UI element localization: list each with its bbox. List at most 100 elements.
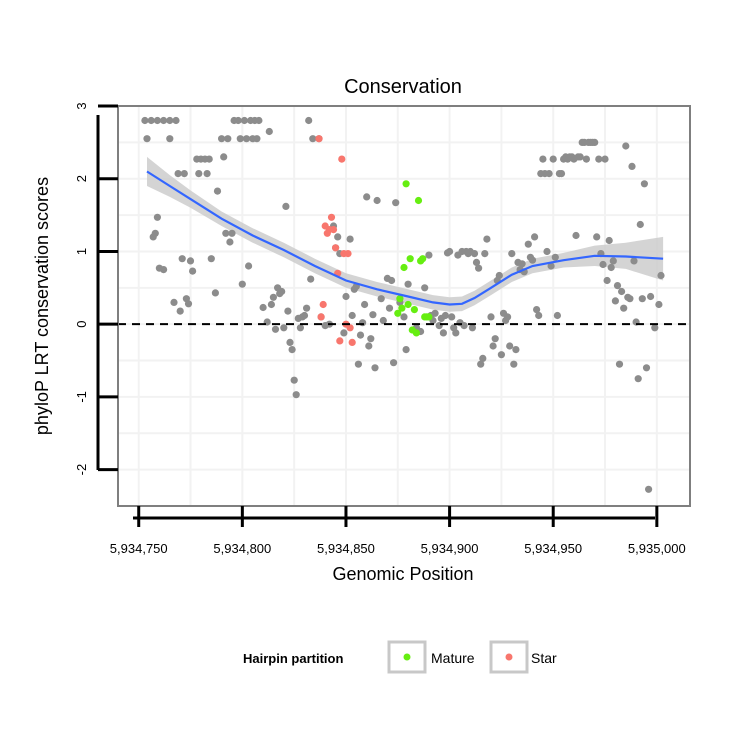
- point-other: [539, 155, 547, 163]
- point-other: [448, 313, 456, 321]
- point-other: [300, 311, 309, 320]
- point-other: [535, 311, 543, 320]
- point-other: [253, 135, 261, 143]
- point-other: [170, 298, 178, 306]
- point-other: [255, 116, 263, 125]
- point-other: [147, 116, 155, 125]
- legend: Hairpin partition Mature Star: [243, 640, 557, 674]
- x-tick-label: 5,934,950: [524, 541, 582, 556]
- x-tick-label: 5,935,000: [628, 541, 686, 556]
- point-other: [545, 170, 553, 178]
- point-other: [220, 153, 228, 161]
- point-other: [591, 138, 599, 146]
- point-other: [288, 346, 296, 354]
- point-other: [213, 187, 222, 195]
- point-other: [228, 229, 236, 237]
- point-other: [470, 250, 479, 258]
- point-other: [143, 135, 151, 143]
- point-other: [620, 304, 628, 312]
- point-other: [342, 292, 350, 301]
- point-other: [605, 236, 613, 245]
- point-other: [481, 250, 489, 258]
- point-other: [593, 233, 601, 241]
- point-other: [226, 238, 234, 246]
- point-other: [595, 155, 603, 163]
- point-other: [379, 316, 387, 325]
- point-star: [336, 337, 344, 345]
- point-other: [508, 250, 516, 258]
- legend-swatch-star: [505, 653, 513, 661]
- point-other: [618, 287, 626, 296]
- plot-border: [117, 105, 691, 507]
- point-other: [271, 325, 280, 333]
- x-tick-label: 5,934,850: [317, 541, 375, 556]
- y-axis-title: phyloP LRT conservation scores: [32, 177, 52, 435]
- point-mature: [396, 295, 404, 303]
- point-star: [344, 250, 352, 258]
- point-other: [363, 193, 371, 201]
- point-other: [421, 284, 429, 292]
- point-other: [224, 135, 232, 143]
- point-other: [460, 322, 468, 330]
- point-other: [613, 282, 622, 290]
- smooth-line: [146, 170, 664, 306]
- point-other: [615, 360, 624, 368]
- point-other: [278, 287, 286, 296]
- point-other: [385, 304, 394, 312]
- point-other: [504, 313, 512, 321]
- point-other: [238, 280, 246, 288]
- point-other: [186, 257, 195, 265]
- point-other: [640, 180, 649, 188]
- point-other: [425, 251, 433, 259]
- point-other: [628, 162, 636, 170]
- point-other: [334, 233, 342, 241]
- point-other: [645, 485, 653, 493]
- point-other: [305, 116, 313, 125]
- point-other: [153, 116, 161, 125]
- point-other: [607, 263, 615, 272]
- point-other: [184, 300, 193, 308]
- point-mature: [400, 263, 408, 272]
- point-mature: [410, 306, 418, 314]
- point-star: [319, 300, 327, 309]
- point-other: [603, 276, 611, 285]
- point-other: [388, 276, 396, 285]
- point-other: [441, 311, 449, 320]
- point-other: [309, 135, 317, 143]
- point-other: [477, 360, 485, 368]
- y-tick-label: 0: [74, 321, 89, 328]
- point-other: [205, 155, 213, 163]
- point-other: [402, 346, 410, 354]
- point-mature: [412, 329, 420, 337]
- point-other: [651, 324, 659, 332]
- point-other: [354, 360, 362, 368]
- point-mature: [398, 304, 406, 312]
- point-other: [153, 213, 161, 221]
- point-other: [611, 297, 620, 305]
- point-other: [176, 307, 184, 315]
- point-star: [332, 244, 340, 252]
- point-other: [174, 170, 182, 178]
- y-tick-label: 3: [74, 102, 89, 109]
- point-other: [400, 313, 408, 321]
- point-mature: [404, 300, 412, 309]
- point-other: [160, 266, 168, 274]
- point-other: [141, 116, 149, 125]
- point-other: [506, 342, 514, 350]
- point-other: [166, 135, 174, 143]
- y-tick-label: -2: [74, 464, 89, 476]
- y-tick-label: 1: [74, 248, 89, 255]
- y-tick-label: -1: [74, 391, 89, 403]
- point-other: [446, 247, 454, 256]
- point-other: [576, 153, 584, 161]
- point-other: [307, 275, 315, 283]
- point-other: [626, 295, 634, 303]
- point-mature: [419, 255, 427, 263]
- point-other: [489, 342, 497, 350]
- legend-label-star: Star: [531, 650, 557, 666]
- point-mature: [402, 180, 410, 188]
- point-other: [369, 311, 377, 319]
- point-other: [218, 135, 226, 143]
- point-other: [245, 262, 253, 270]
